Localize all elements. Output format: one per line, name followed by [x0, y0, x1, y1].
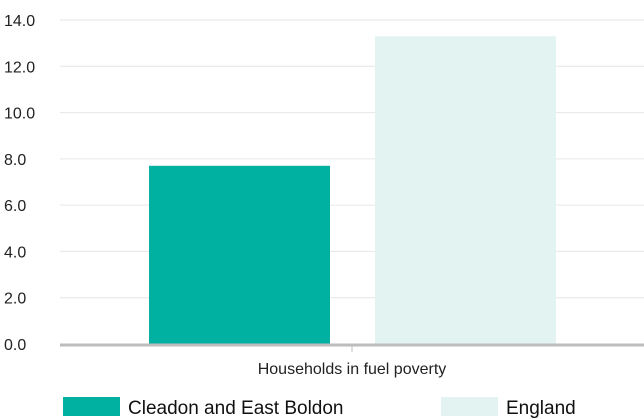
bar-cleadon — [149, 165, 330, 344]
y-tick-label: 2.0 — [4, 291, 26, 308]
y-tick-label: 10.0 — [4, 106, 35, 123]
x-category-label: Households in fuel poverty — [258, 361, 447, 378]
legend-swatch-england — [441, 397, 498, 416]
y-tick-label: 14.0 — [4, 13, 35, 30]
y-tick-label: 6.0 — [4, 198, 26, 215]
y-axis-ticks: 0.0 2.0 4.0 6.0 8.0 10.0 12.0 14.0 — [4, 13, 35, 354]
y-tick-label: 0.0 — [4, 337, 26, 354]
bars — [149, 36, 556, 344]
y-tick-label: 8.0 — [4, 152, 26, 169]
legend-swatch-cleadon — [63, 397, 120, 416]
bar-england — [375, 36, 556, 344]
legend-label-england: England — [506, 398, 576, 419]
y-tick-label: 4.0 — [4, 244, 26, 261]
y-tick-label: 12.0 — [4, 59, 35, 76]
gridlines — [60, 19, 644, 299]
legend-label-cleadon: Cleadon and East Boldon — [128, 398, 344, 419]
legend: Cleadon and East Boldon England — [63, 397, 576, 419]
